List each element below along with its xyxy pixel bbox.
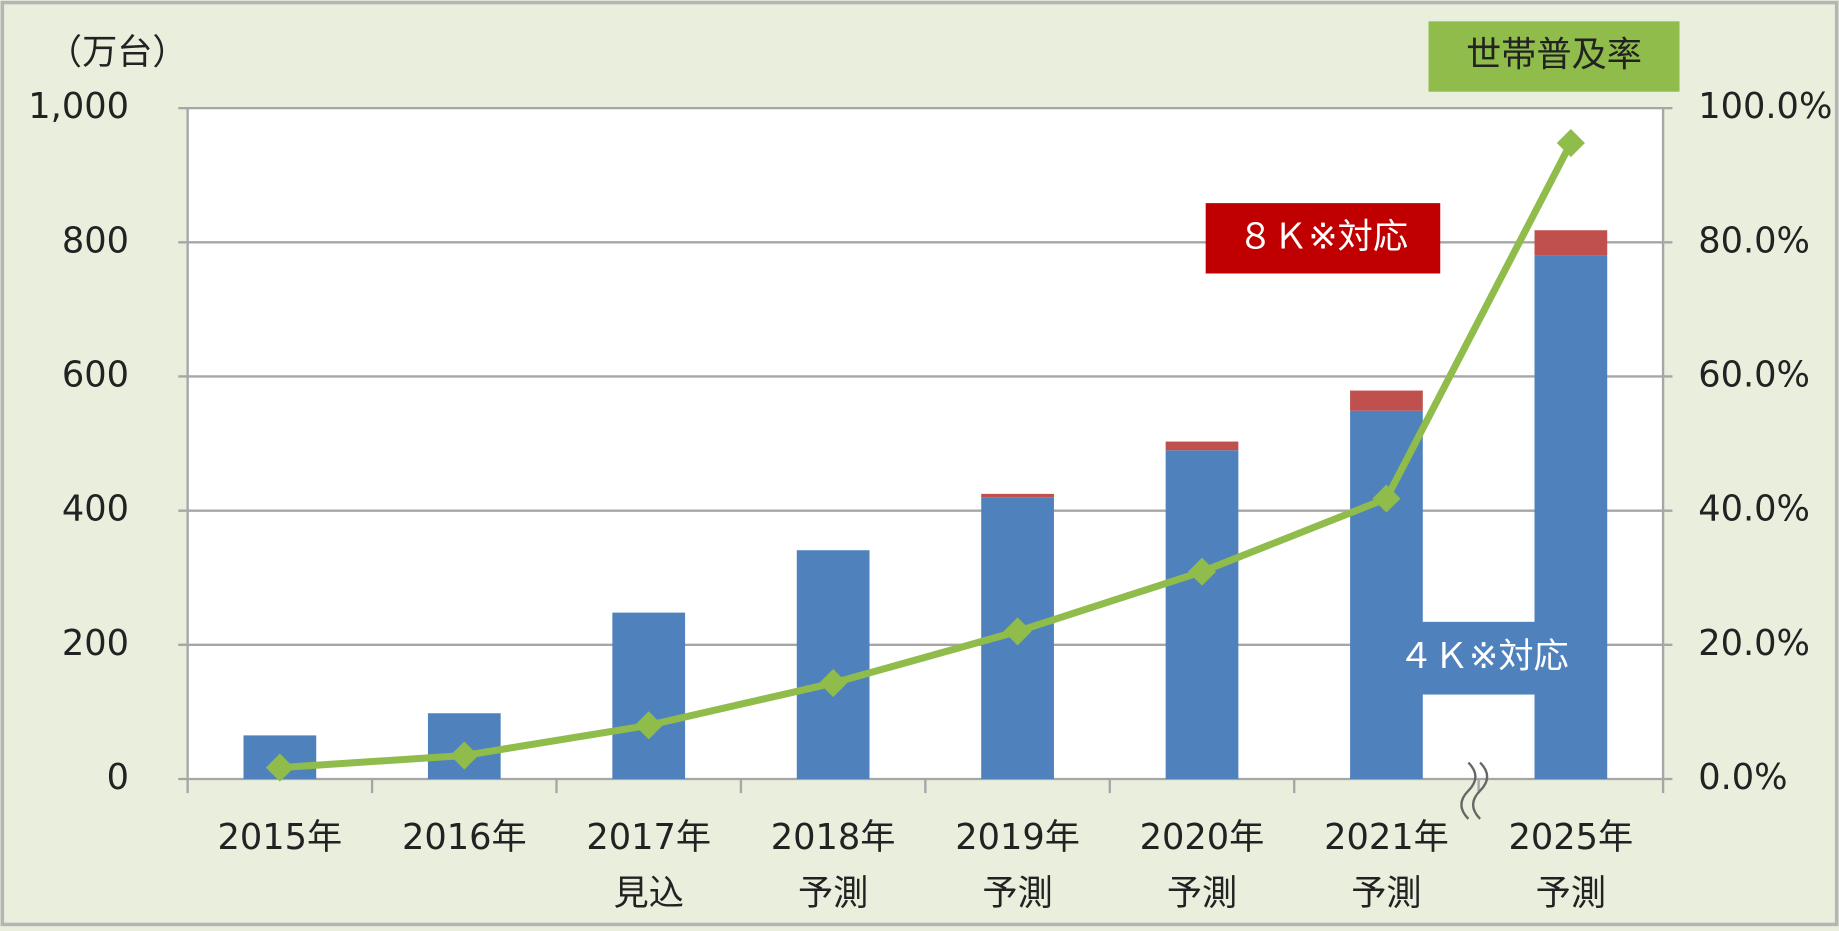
bar xyxy=(1534,255,1608,779)
x-tick-label: 予測 xyxy=(982,873,1052,914)
line-marker xyxy=(265,753,294,782)
x-tick-label: 予測 xyxy=(1167,873,1237,914)
line-marker xyxy=(450,741,479,770)
y2-tick-label: 60.0% xyxy=(1698,354,1810,395)
bar xyxy=(1350,410,1423,779)
y2-tick-label: 20.0% xyxy=(1698,623,1810,664)
x-tick-label: 予測 xyxy=(1351,873,1421,914)
bar xyxy=(1165,441,1239,451)
x-tick-label: 予測 xyxy=(798,873,868,914)
x-tick-label: 見込 xyxy=(614,873,684,914)
y2-label-box xyxy=(1428,21,1680,92)
series-label-box xyxy=(1205,203,1441,274)
line-marker xyxy=(634,711,663,740)
axis-break xyxy=(1460,761,1489,820)
y-tick-label: 200 xyxy=(62,623,129,664)
y-tick-label: 1,000 xyxy=(28,86,129,127)
line-marker xyxy=(819,668,848,698)
y2-tick-label: 40.0% xyxy=(1698,489,1810,530)
bar xyxy=(1165,450,1239,779)
y2-tick-label: 0.0% xyxy=(1698,757,1787,798)
x-tick-label: 2021年 xyxy=(1324,817,1449,858)
line-marker xyxy=(1372,484,1401,513)
bar xyxy=(1534,230,1608,256)
line-marker xyxy=(1556,128,1585,158)
y2-label: 世帯普及率 xyxy=(1466,35,1642,76)
bar xyxy=(981,493,1054,498)
x-tick-label: 2016年 xyxy=(402,817,527,858)
line xyxy=(279,141,1574,772)
x-tick-label: 2020年 xyxy=(1140,817,1265,858)
series-label: ４Ｋ※対応 xyxy=(1399,636,1569,677)
y-tick-label: 800 xyxy=(62,220,129,261)
bar xyxy=(796,550,870,779)
x-tick-label: 予測 xyxy=(1536,873,1606,914)
x-tick-label: 2015年 xyxy=(218,817,343,858)
x-tick-label: 2019年 xyxy=(955,817,1080,858)
y-tick-label: 0 xyxy=(107,757,129,798)
series-label-box xyxy=(1372,621,1596,695)
x-tick-label: 2017年 xyxy=(586,817,711,858)
line-marker xyxy=(1003,617,1032,646)
x-tick-label: 2018年 xyxy=(771,817,896,858)
y2-tick-label: 100.0% xyxy=(1698,86,1832,127)
y-unit-label: （万台） xyxy=(47,32,188,73)
bar xyxy=(612,612,686,779)
bar xyxy=(1350,390,1423,411)
series-label: ８Ｋ※対応 xyxy=(1238,216,1408,257)
y-tick-label: 400 xyxy=(62,489,129,530)
y-tick-label: 600 xyxy=(62,354,129,395)
y2-tick-label: 80.0% xyxy=(1698,220,1810,261)
x-tick-label: 2025年 xyxy=(1509,817,1634,858)
